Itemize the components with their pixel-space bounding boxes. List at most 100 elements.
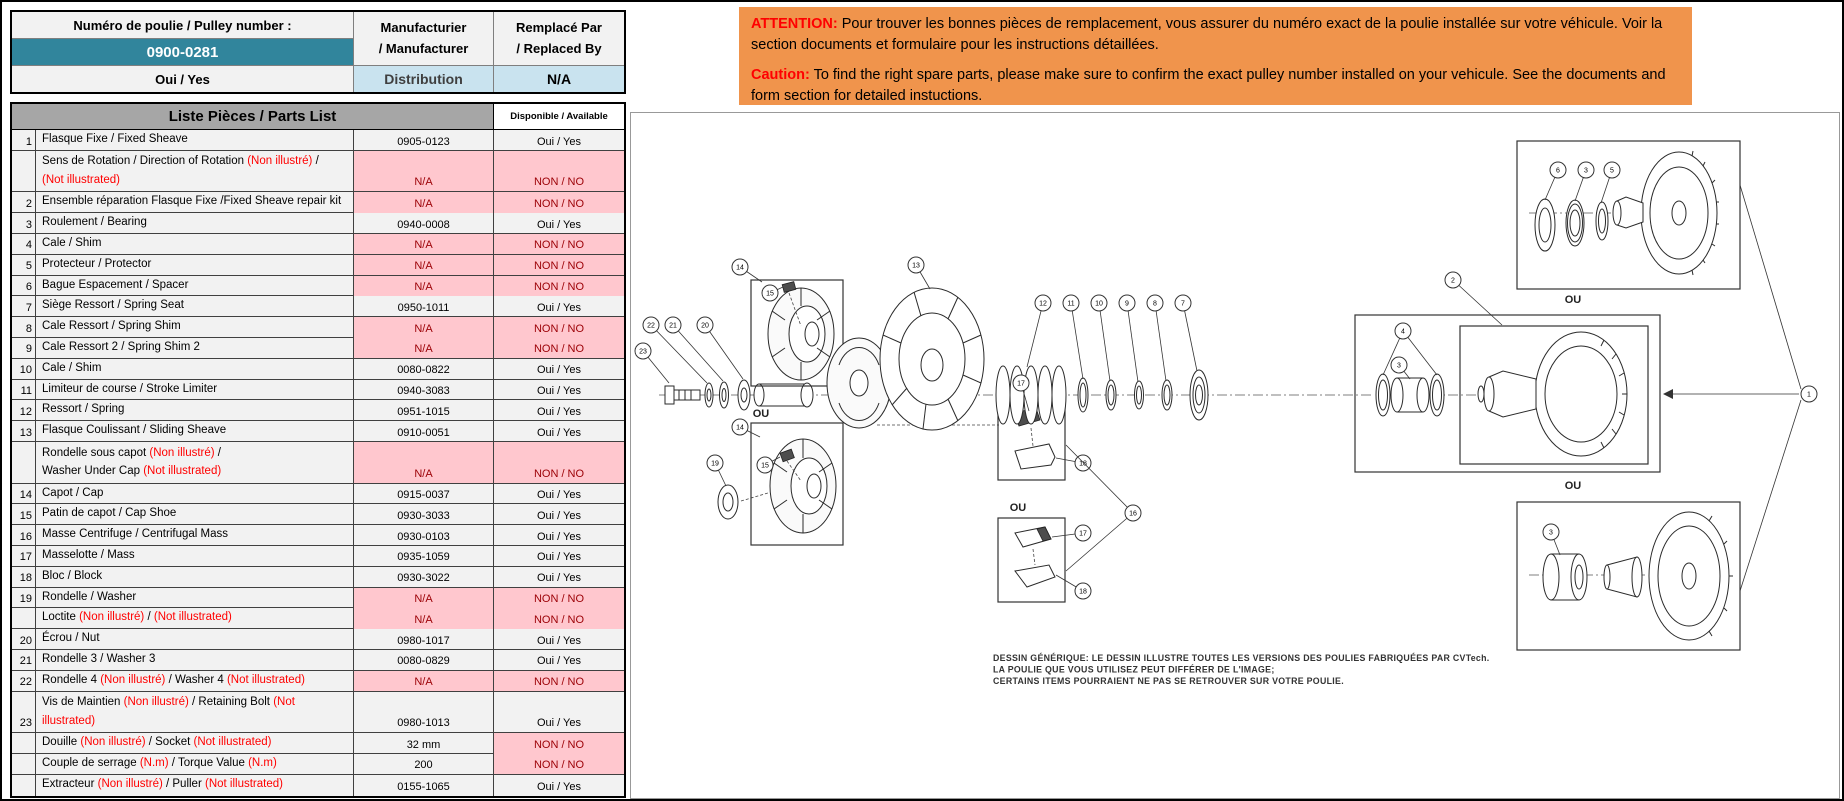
row-number-cell[interactable]: 23 (12, 691, 36, 733)
part-description-cell[interactable]: Écrou / Nut (36, 629, 354, 650)
row-number-cell[interactable]: 17 (12, 545, 36, 567)
row-number-cell[interactable] (12, 733, 36, 754)
row-number-cell[interactable]: 2 (12, 192, 36, 213)
availability-cell[interactable]: NON / NO (494, 254, 624, 276)
part-number-cell[interactable]: N/A (354, 587, 494, 609)
part-description-cell[interactable]: Masse Centrifuge / Centrifugal Mass (36, 525, 354, 546)
availability-cell[interactable]: Oui / Yes (536, 717, 582, 730)
row-number-cell[interactable]: 21 (12, 649, 36, 671)
availability-cell[interactable]: Oui / Yes (536, 218, 582, 231)
row-number-cell[interactable]: 16 (12, 525, 36, 546)
row-number-cell[interactable] (12, 150, 36, 192)
availability-cell[interactable]: Oui / Yes (536, 426, 582, 439)
part-number-cell[interactable]: 0915-0037 (354, 483, 494, 505)
part-number-cell[interactable]: 0905-0123 (354, 130, 494, 151)
part-number-cell[interactable]: N/A (354, 317, 494, 338)
availability-cell[interactable]: Oui / Yes (536, 509, 582, 522)
replaced-by-header[interactable]: Remplacé Par / Replaced By (494, 12, 624, 66)
part-number-cell[interactable]: N/A (354, 275, 494, 297)
row-number-cell[interactable]: 15 (12, 504, 36, 525)
availability-cell[interactable]: NON / NO (494, 587, 624, 609)
availability-cell[interactable]: Oui / Yes (536, 364, 582, 377)
part-number-cell[interactable]: 0080-0829 (354, 649, 494, 671)
part-description-cell[interactable]: Ensemble réparation Flasque Fixe /Fixed … (36, 192, 354, 213)
availability-cell[interactable]: Oui / Yes (536, 405, 582, 418)
row-number-cell[interactable]: 11 (12, 379, 36, 401)
availability-cell[interactable]: NON / NO (494, 441, 624, 483)
part-number-cell[interactable]: 0980-1013 (354, 691, 494, 733)
part-number-cell[interactable]: 0930-3033 (354, 504, 494, 525)
part-description-cell[interactable]: Cale / Shim (36, 358, 354, 380)
availability-cell[interactable]: NON / NO (494, 150, 624, 192)
replaced-by-value[interactable]: N/A (494, 66, 624, 92)
availability-cell[interactable]: NON / NO (494, 608, 624, 629)
part-description-cell[interactable]: Protecteur / Protector (36, 254, 354, 276)
availability-cell[interactable]: NON / NO (494, 233, 624, 255)
availability-cell[interactable]: Oui / Yes (536, 551, 582, 564)
part-description-cell[interactable]: Cale Ressort 2 / Spring Shim 2 (36, 337, 354, 359)
row-number-cell[interactable]: 19 (12, 587, 36, 609)
part-number-cell[interactable]: 0940-3083 (354, 379, 494, 401)
row-number-cell[interactable]: 9 (12, 337, 36, 359)
part-number-cell[interactable]: 0930-3022 (354, 566, 494, 588)
row-number-cell[interactable]: 22 (12, 670, 36, 692)
row-number-cell[interactable]: 8 (12, 317, 36, 338)
part-description-cell[interactable]: Rondelle 4 (Non illustré) / Washer 4 (No… (36, 670, 354, 692)
manufacturer-value[interactable]: Distribution (354, 66, 494, 92)
availability-cell[interactable]: NON / NO (494, 337, 624, 359)
part-number-cell[interactable]: N/A (354, 441, 494, 483)
part-description-cell[interactable]: Rondelle 3 / Washer 3 (36, 649, 354, 671)
row-number-cell[interactable]: 4 (12, 233, 36, 255)
part-description-cell[interactable]: Flasque Fixe / Fixed Sheave (36, 130, 354, 151)
part-description-cell[interactable]: Rondelle / Washer (36, 587, 354, 609)
availability-cell[interactable]: NON / NO (494, 192, 624, 213)
part-number-cell[interactable]: 0935-1059 (354, 545, 494, 567)
part-description-cell[interactable]: Sens de Rotation / Direction of Rotation… (36, 150, 354, 192)
part-number-cell[interactable]: N/A (354, 150, 494, 192)
part-number-cell[interactable]: N/A (354, 337, 494, 359)
availability-cell[interactable]: Oui / Yes (536, 489, 582, 502)
availability-cell[interactable]: Oui / Yes (536, 385, 582, 398)
part-number-cell[interactable]: 0951-1015 (354, 400, 494, 421)
availability-cell[interactable]: NON / NO (494, 317, 624, 338)
pulley-number-label[interactable]: Numéro de poulie / Pulley number : (12, 12, 354, 39)
part-description-cell[interactable]: Cale Ressort / Spring Shim (36, 317, 354, 338)
availability-cell[interactable]: Oui / Yes (536, 634, 582, 647)
part-number-cell[interactable]: 0940-0008 (354, 213, 494, 234)
part-number-cell[interactable]: N/A (354, 608, 494, 629)
row-number-cell[interactable] (12, 753, 36, 775)
availability-cell[interactable]: Oui / Yes (536, 780, 582, 793)
availability-cell[interactable]: NON / NO (494, 753, 624, 775)
part-description-cell[interactable]: Patin de capot / Cap Shoe (36, 504, 354, 525)
part-description-cell[interactable]: Extracteur (Non illustré) / Puller (Not … (36, 774, 354, 796)
part-description-cell[interactable]: Masselotte / Mass (36, 545, 354, 567)
part-number-cell[interactable]: 0155-1065 (354, 774, 494, 796)
part-number-cell[interactable]: 32 mm (354, 733, 494, 754)
availability-cell[interactable]: Oui / Yes (536, 530, 582, 543)
row-number-cell[interactable]: 13 (12, 421, 36, 442)
row-number-cell[interactable]: 5 (12, 254, 36, 276)
part-description-cell[interactable]: Capot / Cap (36, 483, 354, 505)
availability-cell[interactable]: Oui / Yes (536, 135, 582, 148)
part-number-cell[interactable]: N/A (354, 670, 494, 692)
part-description-cell[interactable]: Bloc / Block (36, 566, 354, 588)
row-number-cell[interactable]: 6 (12, 275, 36, 297)
row-number-cell[interactable] (12, 608, 36, 629)
part-number-cell[interactable]: 200 (354, 753, 494, 775)
availability-cell[interactable]: NON / NO (494, 670, 624, 692)
row-number-cell[interactable] (12, 774, 36, 796)
row-number-cell[interactable]: 10 (12, 358, 36, 380)
part-description-cell[interactable]: Vis de Maintien (Non illustré) / Retaini… (36, 691, 354, 733)
row-number-cell[interactable] (12, 441, 36, 483)
part-description-cell[interactable]: Roulement / Bearing (36, 213, 354, 234)
part-description-cell[interactable]: Douille (Non illustré) / Socket (Not ill… (36, 733, 354, 754)
part-number-cell[interactable]: N/A (354, 254, 494, 276)
availability-cell[interactable]: Oui / Yes (536, 572, 582, 585)
part-description-cell[interactable]: Couple de serrage (N.m) / Torque Value (… (36, 753, 354, 775)
row-number-cell[interactable]: 1 (12, 130, 36, 151)
row-number-cell[interactable]: 18 (12, 566, 36, 588)
part-description-cell[interactable]: Bague Espacement / Spacer (36, 275, 354, 297)
availability-cell[interactable]: Oui / Yes (536, 301, 582, 314)
part-description-cell[interactable]: Ressort / Spring (36, 400, 354, 421)
part-number-cell[interactable]: 0080-0822 (354, 358, 494, 380)
